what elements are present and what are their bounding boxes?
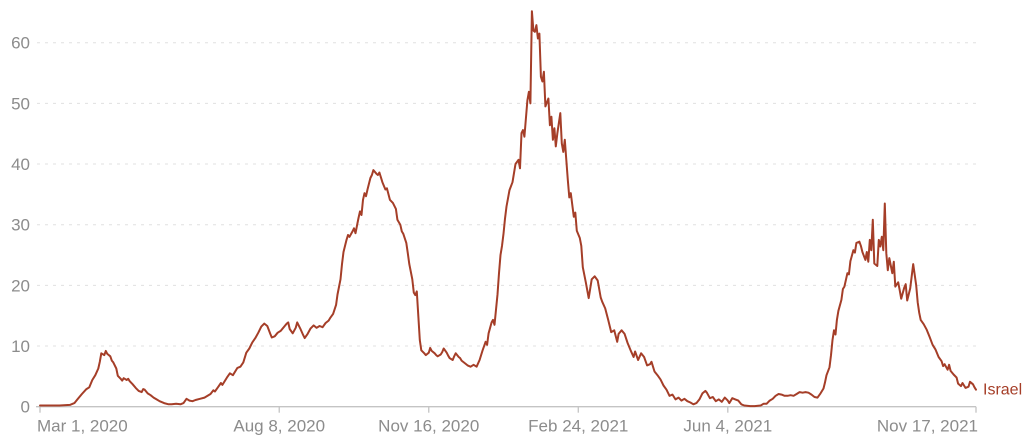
y-axis: 0 10 20 30 40 50 60 <box>11 34 30 417</box>
x-tick-label-2: Nov 16, 2020 <box>378 417 479 436</box>
plot-area[interactable] <box>39 10 977 408</box>
x-tick-label-0: Mar 1, 2020 <box>37 417 128 436</box>
x-tick-label-3: Feb 24, 2021 <box>528 417 628 436</box>
y-tick-label-40: 40 <box>11 155 30 174</box>
x-tick-label-4: Jun 4, 2021 <box>683 417 772 436</box>
y-tick-label-30: 30 <box>11 216 30 235</box>
y-tick-label-0: 0 <box>21 398 30 417</box>
israel-series-line[interactable] <box>39 10 977 408</box>
y-tick-label-50: 50 <box>11 94 30 113</box>
y-tick-label-60: 60 <box>11 34 30 53</box>
x-tick-label-1: Aug 8, 2020 <box>233 417 325 436</box>
y-tick-label-10: 10 <box>11 337 30 356</box>
israel-series-label[interactable]: Israel <box>983 382 1022 399</box>
y-tick-label-20: 20 <box>11 276 30 295</box>
x-tick-label-5: Nov 17, 2021 <box>877 417 978 436</box>
x-axis: Mar 1, 2020 Aug 8, 2020 Nov 16, 2020 Feb 24… <box>36 406 978 436</box>
